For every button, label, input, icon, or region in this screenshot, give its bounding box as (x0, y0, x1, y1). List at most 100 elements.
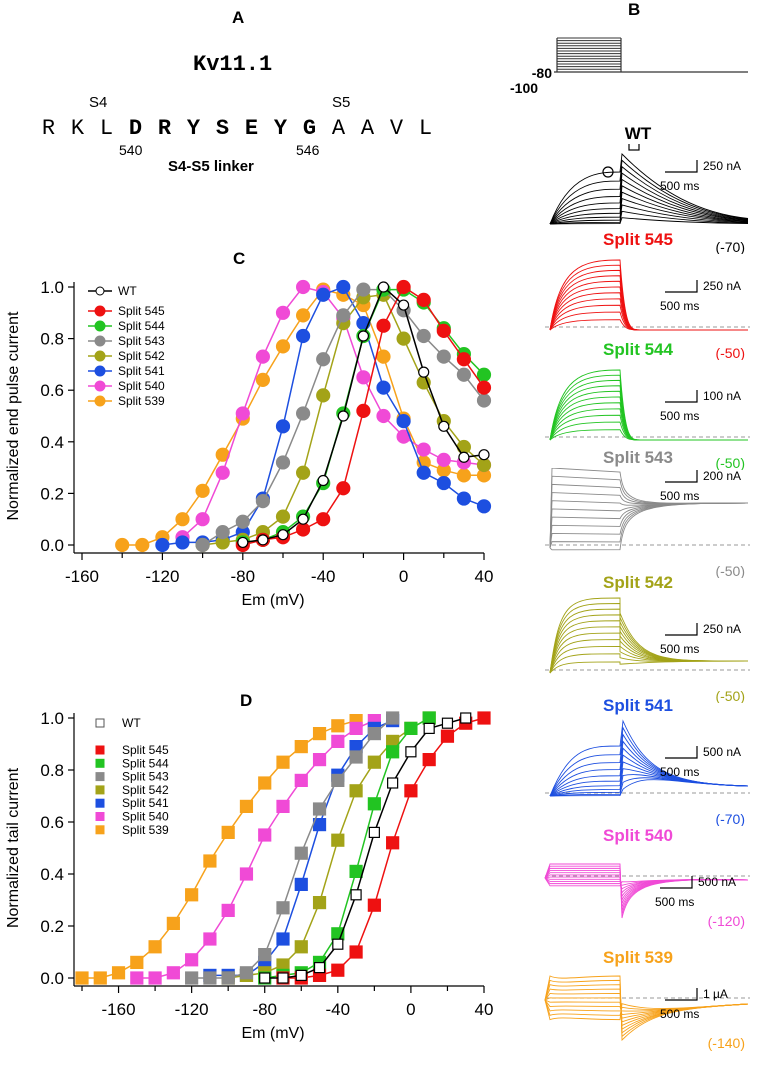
data-point (331, 773, 345, 787)
x-tick-label: 0 (406, 1000, 415, 1019)
amplitude-scale: 1 µA (703, 987, 728, 1001)
legend-label: Split 544 (118, 319, 165, 333)
y-tick-label: 0.4 (40, 433, 64, 452)
data-point (316, 352, 331, 367)
trace-title: Split 542 (603, 573, 673, 592)
data-point (276, 799, 290, 813)
data-point (237, 536, 249, 549)
data-point (277, 529, 289, 541)
data-point (276, 755, 290, 769)
data-point (296, 279, 311, 295)
data-point (416, 292, 431, 308)
data-point (175, 512, 190, 527)
data-point (185, 971, 199, 985)
residue: R (41, 116, 56, 141)
amplitude-scale: 500 nA (698, 875, 736, 889)
data-point (235, 514, 250, 529)
data-point (476, 380, 492, 395)
data-point (135, 537, 150, 553)
residue: Y (273, 116, 288, 141)
x-tick-label: 0 (399, 567, 408, 586)
sweep (544, 863, 749, 919)
trace-title: Split 544 (603, 340, 673, 359)
legend-label: Split 545 (122, 743, 169, 757)
data-point (476, 367, 492, 382)
sweep (549, 660, 749, 674)
residue: E (244, 116, 259, 141)
end-pulse-marker-icon (602, 166, 614, 178)
legend-item: Split 544 (95, 756, 169, 770)
data-point (185, 888, 199, 902)
data-point (478, 449, 490, 461)
data-point (255, 372, 270, 387)
residue: A (360, 116, 375, 141)
data-point (166, 966, 180, 980)
data-point (239, 867, 254, 881)
tail-voltage: (-50) (715, 345, 745, 360)
residue: S (215, 116, 230, 141)
panel-b-label: B (628, 0, 641, 19)
data-point (294, 940, 308, 954)
data-point (376, 408, 391, 424)
data-point (367, 797, 381, 811)
amplitude-scale: 250 nA (703, 159, 741, 173)
tail-voltage: (-50) (715, 455, 745, 470)
sweep (549, 264, 748, 331)
series-line (82, 719, 357, 979)
chart-d: D 0.0 0.2 0.4 0.6 0.8 1.0 -160 -120 -80 -40 0 40 Em (… (5, 691, 493, 1042)
sweep (549, 191, 749, 225)
data-point (441, 717, 454, 729)
data-point (396, 414, 411, 429)
trace-title: Split 540 (603, 826, 673, 845)
legend-item: Split 543 (88, 334, 165, 348)
y-tick-label: 0.2 (40, 484, 64, 503)
x-tick-label: -160 (65, 567, 99, 586)
data-point (93, 971, 107, 985)
data-point (356, 370, 371, 385)
data-point (296, 308, 311, 323)
data-point (367, 898, 381, 912)
data-point (275, 419, 291, 434)
legend-marker (94, 335, 106, 347)
legend-item: WT (95, 716, 141, 730)
legend-label: Split 540 (118, 379, 165, 393)
data-point (350, 889, 362, 901)
legend-marker (94, 395, 106, 407)
hold-voltage-label: -80 (532, 65, 552, 81)
sweep (549, 159, 749, 225)
trace-title: Split 539 (603, 948, 673, 967)
data-point (368, 826, 380, 838)
legend-label: Split 542 (118, 349, 165, 363)
data-point (423, 722, 435, 735)
data-point (336, 279, 351, 295)
data-point (203, 932, 217, 946)
sweep (549, 646, 749, 674)
data-point (221, 903, 235, 917)
scale-bar (665, 160, 698, 173)
data-point (331, 719, 345, 733)
data-point (258, 776, 272, 790)
sweep (549, 402, 748, 441)
data-point (458, 451, 470, 463)
data-point (155, 537, 170, 553)
legend-item: Split 541 (88, 364, 165, 378)
legend-marker (95, 745, 105, 755)
trace-title: WT (624, 124, 652, 143)
sweep (549, 369, 748, 441)
data-point (440, 729, 455, 743)
sweep (549, 468, 749, 549)
data-point (377, 281, 390, 293)
legend-item: Split 541 (95, 796, 169, 810)
sweep (549, 414, 748, 441)
amplitude-scale: 500 nA (703, 745, 741, 759)
current-trace: 250 nA 500 ms (-50) (545, 259, 750, 360)
residue: G (302, 116, 317, 141)
y-tick-label: 1.0 (40, 709, 64, 728)
data-point (405, 746, 417, 758)
tail-voltage: (-140) (708, 1035, 745, 1051)
data-point (195, 483, 210, 498)
scale-bar (665, 390, 698, 403)
data-point (396, 331, 411, 346)
sweep (549, 374, 748, 441)
data-point (275, 339, 291, 354)
